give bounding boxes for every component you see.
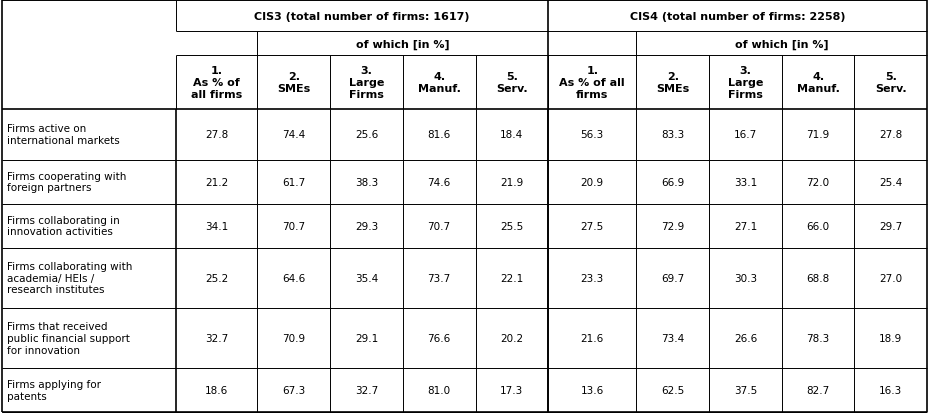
Text: 27.0: 27.0 <box>878 273 901 283</box>
Text: 68.8: 68.8 <box>806 273 829 283</box>
Text: 27.8: 27.8 <box>205 130 228 140</box>
Text: 71.9: 71.9 <box>806 130 829 140</box>
Text: 29.3: 29.3 <box>354 221 378 231</box>
Text: of which [in %]: of which [in %] <box>355 39 449 50</box>
Text: 32.7: 32.7 <box>354 385 378 395</box>
Text: 16.3: 16.3 <box>878 385 901 395</box>
Text: 33.1: 33.1 <box>733 177 756 187</box>
Text: 56.3: 56.3 <box>580 130 603 140</box>
Text: 70.9: 70.9 <box>282 333 305 343</box>
Text: 66.9: 66.9 <box>661 177 684 187</box>
Text: 73.4: 73.4 <box>661 333 684 343</box>
Text: 76.6: 76.6 <box>427 333 450 343</box>
Text: 18.9: 18.9 <box>878 333 901 343</box>
Text: 4.
Manuf.: 4. Manuf. <box>418 72 460 94</box>
Text: 37.5: 37.5 <box>733 385 756 395</box>
Text: 2.
SMEs: 2. SMEs <box>277 72 310 94</box>
Text: 3.
Large
Firms: 3. Large Firms <box>727 66 762 100</box>
Text: 17.3: 17.3 <box>499 385 522 395</box>
Text: 2.
SMEs: 2. SMEs <box>655 72 689 94</box>
Text: 61.7: 61.7 <box>282 177 305 187</box>
Text: Firms active on
international markets: Firms active on international markets <box>7 124 120 146</box>
Text: 34.1: 34.1 <box>205 221 228 231</box>
Text: CIS4 (total number of firms: 2258): CIS4 (total number of firms: 2258) <box>629 12 844 21</box>
Text: 25.2: 25.2 <box>205 273 228 283</box>
Text: 29.7: 29.7 <box>878 221 901 231</box>
Text: 13.6: 13.6 <box>580 385 603 395</box>
Text: 3.
Large
Firms: 3. Large Firms <box>348 66 384 100</box>
Text: 25.4: 25.4 <box>878 177 901 187</box>
Text: 38.3: 38.3 <box>354 177 378 187</box>
Text: 1.
As % of
all firms: 1. As % of all firms <box>191 66 242 100</box>
Text: Firms collaborating with
academia/ HEIs /
research institutes: Firms collaborating with academia/ HEIs … <box>7 261 133 295</box>
Text: 16.7: 16.7 <box>733 130 756 140</box>
Text: 30.3: 30.3 <box>733 273 756 283</box>
Text: 29.1: 29.1 <box>354 333 378 343</box>
Text: 5.
Serv.: 5. Serv. <box>496 72 527 94</box>
Text: Firms that received
public financial support
for innovation: Firms that received public financial sup… <box>7 322 130 355</box>
Text: 73.7: 73.7 <box>427 273 450 283</box>
Text: 81.0: 81.0 <box>427 385 450 395</box>
Text: 18.4: 18.4 <box>499 130 522 140</box>
Text: 81.6: 81.6 <box>427 130 450 140</box>
Text: 26.6: 26.6 <box>733 333 756 343</box>
Text: of which [in %]: of which [in %] <box>734 39 828 50</box>
Text: 70.7: 70.7 <box>282 221 305 231</box>
Text: 64.6: 64.6 <box>282 273 305 283</box>
Text: 74.4: 74.4 <box>282 130 305 140</box>
Text: 23.3: 23.3 <box>580 273 603 283</box>
Text: CIS3 (total number of firms: 1617): CIS3 (total number of firms: 1617) <box>254 12 470 21</box>
Text: 20.2: 20.2 <box>500 333 522 343</box>
Text: 72.0: 72.0 <box>806 177 829 187</box>
Text: 27.5: 27.5 <box>580 221 603 231</box>
Text: 83.3: 83.3 <box>661 130 684 140</box>
Text: Firms applying for
patents: Firms applying for patents <box>7 380 101 401</box>
Text: Firms collaborating in
innovation activities: Firms collaborating in innovation activi… <box>7 215 120 237</box>
Text: 27.8: 27.8 <box>878 130 901 140</box>
Text: 21.2: 21.2 <box>205 177 228 187</box>
Text: 78.3: 78.3 <box>806 333 829 343</box>
Text: 5.
Serv.: 5. Serv. <box>874 72 906 94</box>
Text: 1.
As % of all
firms: 1. As % of all firms <box>559 66 625 100</box>
Text: 25.6: 25.6 <box>354 130 378 140</box>
Text: 25.5: 25.5 <box>499 221 522 231</box>
Text: 18.6: 18.6 <box>205 385 228 395</box>
Text: 67.3: 67.3 <box>282 385 305 395</box>
Text: 35.4: 35.4 <box>354 273 378 283</box>
Text: 21.9: 21.9 <box>499 177 522 187</box>
Text: 70.7: 70.7 <box>427 221 450 231</box>
Text: Firms cooperating with
foreign partners: Firms cooperating with foreign partners <box>7 171 126 193</box>
Text: 66.0: 66.0 <box>806 221 829 231</box>
Text: 20.9: 20.9 <box>580 177 603 187</box>
Text: 72.9: 72.9 <box>661 221 684 231</box>
Text: 62.5: 62.5 <box>661 385 684 395</box>
Text: 32.7: 32.7 <box>205 333 228 343</box>
Text: 27.1: 27.1 <box>733 221 756 231</box>
Text: 21.6: 21.6 <box>580 333 603 343</box>
Text: 69.7: 69.7 <box>661 273 684 283</box>
Text: 22.1: 22.1 <box>499 273 522 283</box>
Text: 4.
Manuf.: 4. Manuf. <box>796 72 839 94</box>
Text: 74.6: 74.6 <box>427 177 450 187</box>
Text: 82.7: 82.7 <box>806 385 829 395</box>
